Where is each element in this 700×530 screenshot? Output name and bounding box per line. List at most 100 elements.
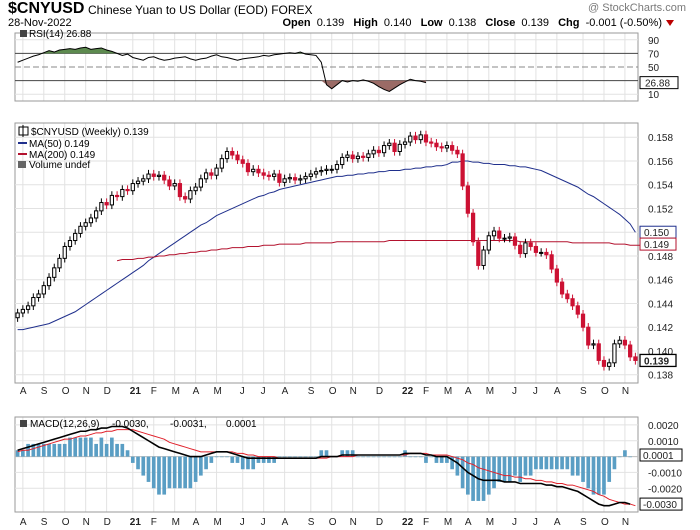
candle-body xyxy=(167,179,172,187)
macd-histogram-bar xyxy=(188,456,193,489)
candle-body xyxy=(183,196,188,200)
month-label: M xyxy=(486,386,494,397)
macd-histogram-bar xyxy=(528,456,533,476)
change-label: Chg xyxy=(558,17,580,29)
candle-body xyxy=(282,178,287,183)
macd-histogram-bar xyxy=(518,456,523,482)
price-tag-text: 0.150 xyxy=(644,228,669,239)
candle-body xyxy=(523,242,528,255)
month-label: J xyxy=(533,517,538,528)
candle-body xyxy=(570,298,575,307)
macd-histogram-bar xyxy=(408,456,413,458)
low-value: 0.138 xyxy=(448,17,477,29)
month-label: N xyxy=(83,517,90,528)
month-label: S xyxy=(41,386,48,397)
price-tick-label: 0.148 xyxy=(648,252,673,263)
ma50-line xyxy=(17,160,636,331)
month-label: F xyxy=(423,386,429,397)
candle-body xyxy=(287,177,292,180)
price-tag xyxy=(639,353,677,368)
ma50-legend: MA(50) 0.149 xyxy=(29,139,90,150)
macd-histogram-bar xyxy=(377,456,381,458)
rsi-legend: RSI(14) 26.88 xyxy=(29,29,92,40)
candle-body xyxy=(460,153,465,187)
macd-histogram-bar xyxy=(397,456,402,458)
macd-histogram-bar xyxy=(183,456,187,489)
macd-histogram-bar xyxy=(298,456,303,458)
change-value: -0.001 (-0.50%) xyxy=(585,17,662,29)
month-label: F xyxy=(151,517,157,528)
candle-body xyxy=(251,168,256,173)
month-label: O xyxy=(601,517,609,528)
candle-body xyxy=(444,145,450,149)
month-label: O xyxy=(62,386,70,397)
candle-body xyxy=(476,241,481,266)
macd-histogram-bar xyxy=(73,437,78,457)
candle-body xyxy=(371,149,376,155)
candle-body xyxy=(392,142,397,152)
candle-body xyxy=(486,235,491,251)
month-label: O xyxy=(329,386,337,397)
macd-histogram-bar xyxy=(146,456,151,482)
rsi-value-tag-text: 26.88 xyxy=(645,79,670,90)
macd-histogram-bar xyxy=(230,456,235,463)
macd-histogram-bar xyxy=(209,456,214,463)
macd-histogram-bar xyxy=(167,456,172,489)
candle-body xyxy=(94,210,99,219)
macd-histogram-bar xyxy=(497,456,502,482)
month-label: A xyxy=(193,517,200,528)
macd-histogram-bar xyxy=(466,456,470,495)
month-label: M xyxy=(444,517,452,528)
candle-body xyxy=(455,149,460,155)
candle-body xyxy=(36,293,41,299)
close-value: 0.139 xyxy=(521,17,549,29)
candle-body xyxy=(334,164,340,170)
candle-body xyxy=(418,134,423,141)
macd-histogram-bar xyxy=(387,456,392,458)
month-label: N xyxy=(350,386,357,397)
month-label: 22 xyxy=(402,517,414,528)
candle-body xyxy=(397,143,402,152)
macd-histogram-bar xyxy=(361,456,365,458)
candle-body xyxy=(78,225,83,234)
volume-legend-swatch xyxy=(18,161,26,168)
rsi-tick-label: 50 xyxy=(648,63,660,74)
candle-body xyxy=(617,339,622,345)
macd-histogram-bar xyxy=(240,456,245,470)
candle-body xyxy=(601,359,607,367)
month-label: J xyxy=(261,517,266,528)
macd-histogram-bar xyxy=(130,456,135,463)
price-tag-text: 0.139 xyxy=(644,356,669,367)
macd-histogram-bar xyxy=(261,456,266,463)
month-label: N xyxy=(622,517,629,528)
macd-tick-label: 0.0020 xyxy=(648,421,679,432)
month-label: M xyxy=(214,517,222,528)
month-label: D xyxy=(376,386,383,397)
candle-body xyxy=(130,183,135,192)
candle-body xyxy=(46,276,52,287)
month-label: J xyxy=(261,386,266,397)
macd-tick-label: -0.0020 xyxy=(648,484,682,495)
month-label: A xyxy=(20,386,27,397)
macd-histogram-bar xyxy=(392,456,397,458)
macd-histogram-bar xyxy=(445,456,449,463)
month-label: N xyxy=(350,517,357,528)
macd-histogram-bar xyxy=(324,450,329,457)
macd-histogram-bar xyxy=(162,456,167,495)
month-label: A xyxy=(193,386,200,397)
macd-histogram-bar xyxy=(539,456,543,470)
price-tick-label: 0.154 xyxy=(648,181,673,192)
candle-body xyxy=(62,245,67,259)
macd-histogram-bar xyxy=(471,456,475,501)
candle-body xyxy=(20,308,25,314)
rsi-overbought-fill xyxy=(17,47,426,54)
ohlc-summary: Open 0.139 High 0.140 Low 0.138 Close 0.… xyxy=(283,17,663,29)
macd-histogram-bar xyxy=(308,456,313,458)
candle-body xyxy=(612,343,617,364)
price-tick-label: 0.140 xyxy=(648,347,673,358)
candle-body xyxy=(272,173,277,177)
candle-body xyxy=(324,168,329,171)
macd-histogram-bar xyxy=(319,450,324,457)
price-tick-label: 0.152 xyxy=(648,204,673,215)
candle-body xyxy=(366,153,371,158)
